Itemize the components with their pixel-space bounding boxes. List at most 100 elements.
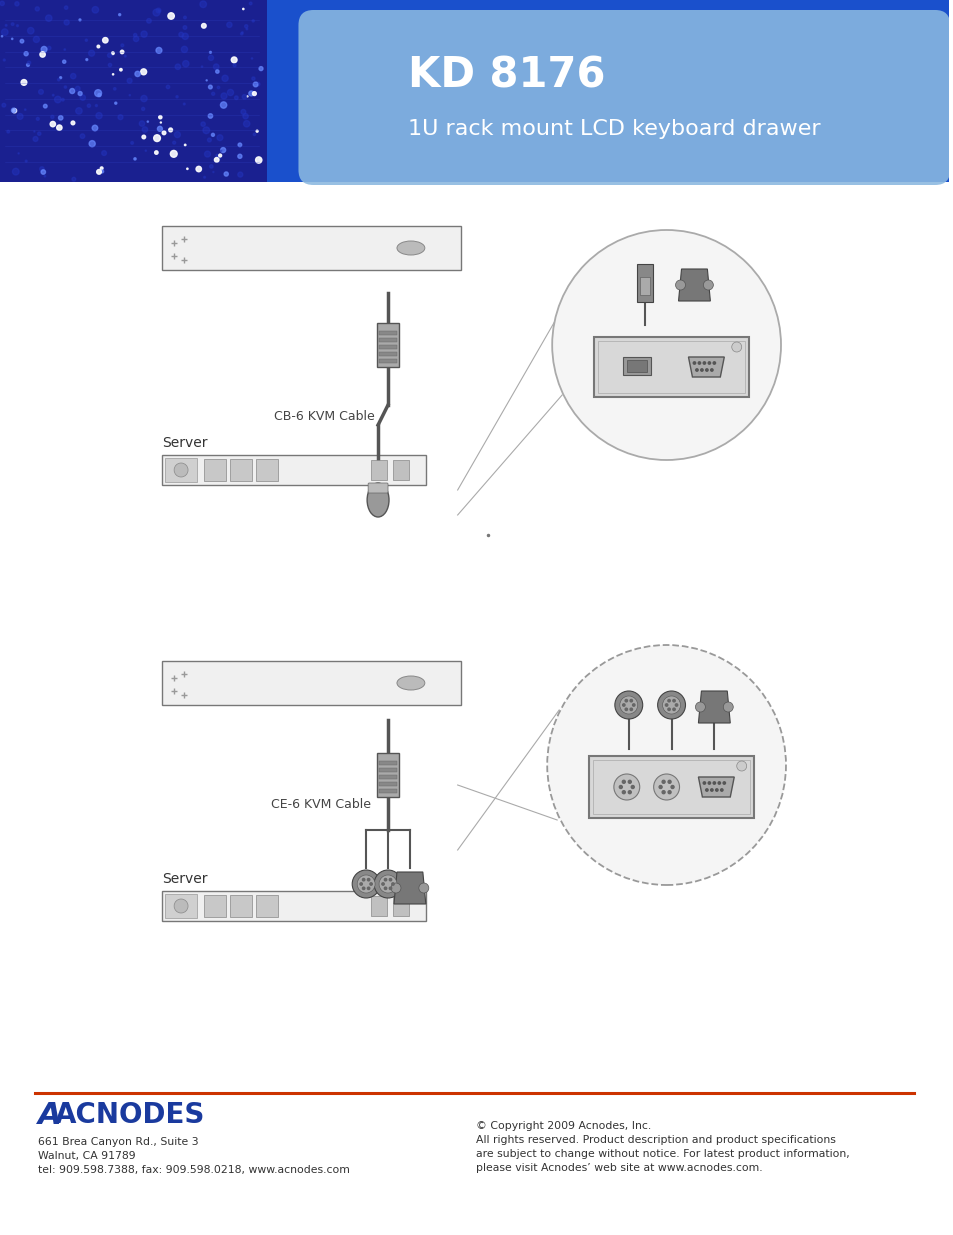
- Circle shape: [215, 70, 219, 73]
- Circle shape: [157, 126, 162, 131]
- FancyBboxPatch shape: [162, 454, 425, 485]
- Text: All rights reserved. Product description and product specifications: All rights reserved. Product description…: [476, 1135, 835, 1145]
- Circle shape: [389, 887, 392, 889]
- Circle shape: [201, 23, 206, 28]
- Circle shape: [384, 887, 386, 889]
- Circle shape: [37, 132, 41, 136]
- Text: USB: USB: [612, 396, 640, 410]
- Circle shape: [41, 170, 43, 172]
- FancyBboxPatch shape: [378, 789, 396, 793]
- Circle shape: [38, 89, 43, 94]
- Text: KD 8176: KD 8176: [408, 54, 605, 96]
- Circle shape: [11, 22, 14, 26]
- Circle shape: [378, 876, 396, 893]
- Circle shape: [95, 105, 97, 106]
- Circle shape: [713, 782, 715, 784]
- Circle shape: [51, 115, 54, 119]
- FancyBboxPatch shape: [298, 10, 949, 185]
- Polygon shape: [678, 269, 710, 301]
- FancyBboxPatch shape: [378, 761, 396, 764]
- Circle shape: [17, 114, 23, 120]
- Circle shape: [92, 6, 98, 14]
- Circle shape: [259, 67, 263, 70]
- Circle shape: [92, 125, 97, 131]
- Circle shape: [166, 85, 170, 89]
- Circle shape: [97, 46, 100, 48]
- Circle shape: [108, 53, 112, 57]
- Text: please visit Acnodes’ web site at www.acnodes.com.: please visit Acnodes’ web site at www.ac…: [476, 1163, 761, 1173]
- Circle shape: [86, 58, 88, 61]
- Circle shape: [252, 20, 254, 22]
- Circle shape: [624, 708, 627, 710]
- Circle shape: [71, 73, 76, 79]
- Circle shape: [0, 1, 5, 5]
- Circle shape: [218, 154, 221, 157]
- Circle shape: [242, 95, 247, 99]
- Circle shape: [156, 9, 161, 12]
- Circle shape: [237, 154, 242, 158]
- Circle shape: [7, 131, 10, 133]
- Circle shape: [214, 158, 219, 162]
- Circle shape: [715, 789, 718, 792]
- Circle shape: [710, 369, 712, 372]
- Circle shape: [242, 9, 244, 10]
- Circle shape: [389, 878, 392, 881]
- Circle shape: [672, 699, 675, 701]
- Circle shape: [243, 114, 248, 119]
- Circle shape: [44, 104, 47, 107]
- FancyBboxPatch shape: [594, 337, 748, 396]
- Circle shape: [133, 33, 136, 37]
- Circle shape: [367, 887, 370, 889]
- Circle shape: [702, 280, 713, 290]
- Circle shape: [70, 89, 74, 94]
- Circle shape: [98, 94, 101, 96]
- Text: Server: Server: [162, 436, 208, 450]
- Text: Walnut, CA 91789: Walnut, CA 91789: [38, 1151, 135, 1161]
- Circle shape: [96, 112, 102, 119]
- Circle shape: [121, 44, 124, 47]
- Circle shape: [367, 878, 370, 881]
- Circle shape: [670, 785, 674, 788]
- Circle shape: [241, 110, 246, 115]
- Circle shape: [698, 362, 700, 364]
- Circle shape: [702, 782, 705, 784]
- Circle shape: [65, 6, 68, 10]
- Circle shape: [392, 883, 394, 885]
- Circle shape: [152, 9, 160, 16]
- Circle shape: [237, 172, 243, 177]
- Text: VGA: VGA: [700, 821, 730, 835]
- Circle shape: [158, 10, 160, 12]
- FancyBboxPatch shape: [376, 753, 398, 797]
- Circle shape: [632, 704, 635, 706]
- Circle shape: [102, 151, 107, 156]
- Circle shape: [713, 362, 715, 364]
- Circle shape: [381, 883, 384, 885]
- Circle shape: [174, 463, 188, 477]
- FancyBboxPatch shape: [230, 895, 252, 918]
- FancyBboxPatch shape: [162, 890, 425, 921]
- Circle shape: [100, 167, 103, 169]
- Text: 661 Brea Canyon Rd., Suite 3: 661 Brea Canyon Rd., Suite 3: [38, 1137, 198, 1147]
- Circle shape: [233, 64, 235, 67]
- Text: MS: MS: [656, 821, 677, 835]
- Circle shape: [127, 78, 132, 83]
- Bar: [0, 0, 266, 182]
- Circle shape: [1, 36, 3, 37]
- Circle shape: [2, 28, 8, 36]
- FancyBboxPatch shape: [378, 345, 396, 350]
- FancyBboxPatch shape: [636, 264, 652, 303]
- Text: © Copyright 2009 Acnodes, Inc.: © Copyright 2009 Acnodes, Inc.: [476, 1121, 650, 1131]
- Circle shape: [217, 86, 219, 89]
- Circle shape: [36, 117, 39, 120]
- FancyBboxPatch shape: [371, 459, 387, 480]
- Circle shape: [178, 32, 183, 37]
- Circle shape: [78, 91, 82, 95]
- Circle shape: [172, 141, 175, 144]
- Text: tel: 909.598.7388, fax: 909.598.0218, www.acnodes.com: tel: 909.598.7388, fax: 909.598.0218, ww…: [38, 1165, 350, 1174]
- Circle shape: [171, 151, 177, 157]
- Circle shape: [619, 697, 637, 714]
- Circle shape: [653, 774, 679, 800]
- Circle shape: [28, 27, 34, 33]
- Circle shape: [94, 90, 101, 96]
- Circle shape: [129, 95, 131, 96]
